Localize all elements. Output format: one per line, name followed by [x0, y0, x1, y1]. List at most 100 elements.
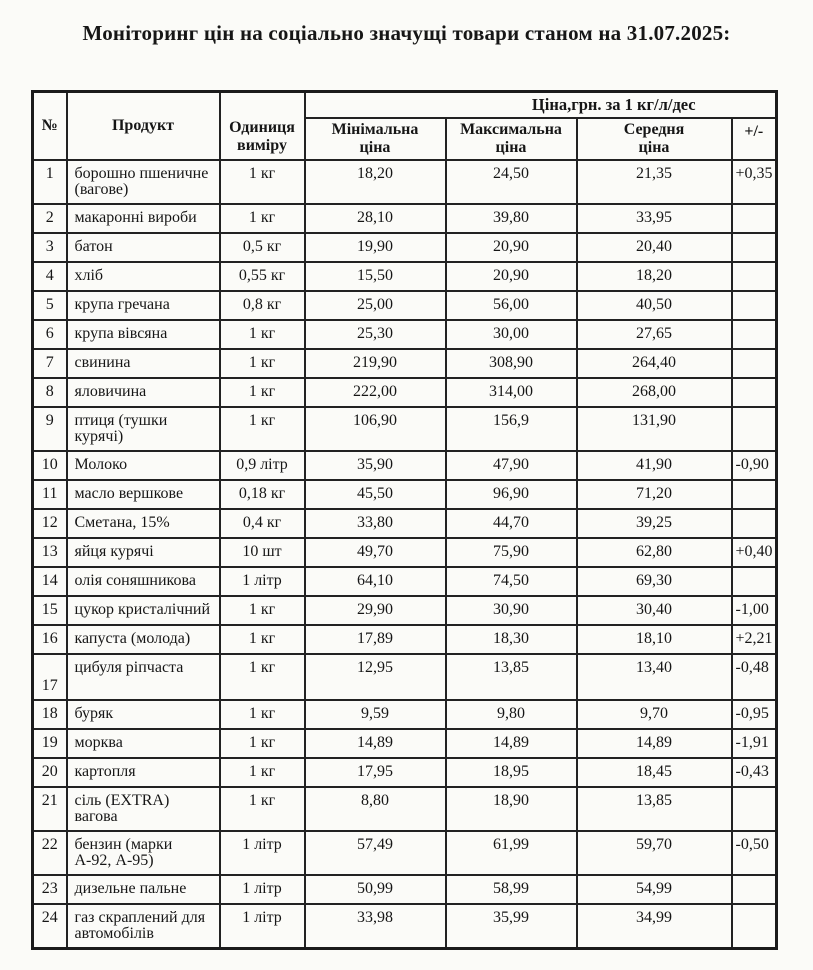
price-group-header: Ціна,грн. за 1 кг/л/дес	[303, 90, 778, 119]
table-row: 2 макаронні вироби 1 кг 28,10 39,80 33,95	[31, 202, 778, 234]
delta-cell	[730, 785, 778, 832]
max-price-cell: 56,00	[444, 289, 578, 321]
unit-cell: 1 кг	[218, 698, 306, 730]
avg-price-cell: 21,35	[575, 158, 733, 205]
unit-cell: 0,4 кг	[218, 507, 306, 539]
unit-cell: 1 кг	[218, 376, 306, 408]
avg-price-cell: 34,99	[575, 902, 733, 949]
table-row: 24 газ скраплений для автомобілів 1 літр 33…	[31, 902, 778, 949]
product-cell: борошно пшеничне (вагове)	[65, 158, 221, 205]
max-price-cell: 61,99	[444, 829, 578, 876]
table-row: 18 буряк 1 кг 9,59 9,80 9,70 -0,95	[31, 698, 778, 730]
table-row: 14 олія соняшникова 1 літр 64,10 74,50 69,30	[31, 565, 778, 597]
unit-cell: 1 кг	[218, 347, 306, 379]
price-table-header: № Продукт Одиниця виміру Ціна,грн. за 1 …	[31, 90, 778, 161]
min-price-cell: 12,95	[303, 652, 447, 701]
min-price-cell: 57,49	[303, 829, 447, 876]
max-price-cell: 30,00	[444, 318, 578, 350]
product-cell: макаронні вироби	[65, 202, 221, 234]
unit-cell: 1 літр	[218, 565, 306, 597]
delta-cell: -1,00	[730, 594, 778, 626]
price-table: № Продукт Одиниця виміру Ціна,грн. за 1 …	[31, 90, 779, 950]
avg-price-cell: 54,99	[575, 873, 733, 905]
row-number-cell: 5	[31, 289, 68, 321]
row-number-cell: 17	[31, 652, 68, 701]
delta-cell	[730, 231, 778, 263]
max-price-cell: 35,99	[444, 902, 578, 949]
max-price-cell: 13,85	[444, 652, 578, 701]
unit-cell: 1 кг	[218, 318, 306, 350]
max-price-cell: 39,80	[444, 202, 578, 234]
row-number-cell: 21	[31, 785, 68, 832]
avg-price-cell: 33,95	[575, 202, 733, 234]
delta-cell	[730, 478, 778, 510]
product-cell: дизельне пальне	[65, 873, 221, 905]
num-column-header: №	[31, 90, 68, 161]
avg-price-cell: 27,65	[575, 318, 733, 350]
delta-cell: -0,95	[730, 698, 778, 730]
delta-cell	[730, 289, 778, 321]
avg-price-cell: 14,89	[575, 727, 733, 759]
max-price-cell: 156,9	[444, 405, 578, 452]
max-price-cell: 9,80	[444, 698, 578, 730]
delta-cell: -0,43	[730, 756, 778, 788]
delta-cell: +0,35	[730, 158, 778, 205]
document-page: Моніторинг цін на соціально значущі това…	[0, 21, 813, 950]
table-row: 15 цукор кристалічний 1 кг 29,90 30,90 30,40-…	[31, 594, 778, 626]
product-cell: буряк	[65, 698, 221, 730]
min-price-cell: 222,00	[303, 376, 447, 408]
avg-price-cell: 18,10	[575, 623, 733, 655]
min-price-cell: 17,89	[303, 623, 447, 655]
min-price-cell: 15,50	[303, 260, 447, 292]
row-number-cell: 3	[31, 231, 68, 263]
product-cell: картопля	[65, 756, 221, 788]
max-price-cell: 18,90	[444, 785, 578, 832]
avg-price-cell: 71,20	[575, 478, 733, 510]
product-cell: цибуля ріпчаста	[65, 652, 221, 701]
avg-price-cell: 13,85	[575, 785, 733, 832]
max-price-cell: 74,50	[444, 565, 578, 597]
unit-cell: 10 шт	[218, 536, 306, 568]
max-price-cell: 314,00	[444, 376, 578, 408]
min-price-cell: 29,90	[303, 594, 447, 626]
max-price-cell: 18,30	[444, 623, 578, 655]
table-row: 7 свинина 1 кг 219,90 308,90 264,40	[31, 347, 778, 379]
min-price-cell: 106,90	[303, 405, 447, 452]
row-number-cell: 13	[31, 536, 68, 568]
avg-price-cell: 39,25	[575, 507, 733, 539]
unit-cell: 1 літр	[218, 902, 306, 949]
avg-price-cell: 59,70	[575, 829, 733, 876]
delta-cell: -1,91	[730, 727, 778, 759]
min-price-cell: 49,70	[303, 536, 447, 568]
table-row: 23 дизельне пальне 1 літр 50,99 58,99 54,99	[31, 873, 778, 905]
delta-cell	[730, 405, 778, 452]
table-row: 4 хліб 0,55 кг 15,50 20,90 18,20	[31, 260, 778, 292]
table-row: 20 картопля 1 кг 17,95 18,95 18,45 -0,43	[31, 756, 778, 788]
unit-cell: 0,9 літр	[218, 449, 306, 481]
unit-cell: 0,55 кг	[218, 260, 306, 292]
delta-cell	[730, 902, 778, 949]
row-number-cell: 18	[31, 698, 68, 730]
product-cell: крупа гречана	[65, 289, 221, 321]
avg-price-cell: 18,20	[575, 260, 733, 292]
min-price-cell: 45,50	[303, 478, 447, 510]
row-number-cell: 10	[31, 449, 68, 481]
avg-price-cell: 264,40	[575, 347, 733, 379]
delta-cell: -0,48	[730, 652, 778, 701]
page-title: Моніторинг цін на соціально значущі това…	[82, 21, 731, 45]
avg-price-cell: 69,30	[575, 565, 733, 597]
unit-cell: 0,8 кг	[218, 289, 306, 321]
delta-cell	[730, 376, 778, 408]
min-price-cell: 17,95	[303, 756, 447, 788]
min-price-cell: 219,90	[303, 347, 447, 379]
min-price-cell: 33,80	[303, 507, 447, 539]
unit-cell: 1 кг	[218, 652, 306, 701]
delta-cell: +2,21	[730, 623, 778, 655]
unit-cell: 1 кг	[218, 158, 306, 205]
avg-price-cell: 30,40	[575, 594, 733, 626]
delta-cell	[730, 507, 778, 539]
product-cell: цукор кристалічний	[65, 594, 221, 626]
avg-price-cell: 41,90	[575, 449, 733, 481]
table-row: 16 капуста (молода) 1 кг 17,89 18,30 18,10 +2,…	[31, 623, 778, 655]
row-number-cell: 9	[31, 405, 68, 452]
